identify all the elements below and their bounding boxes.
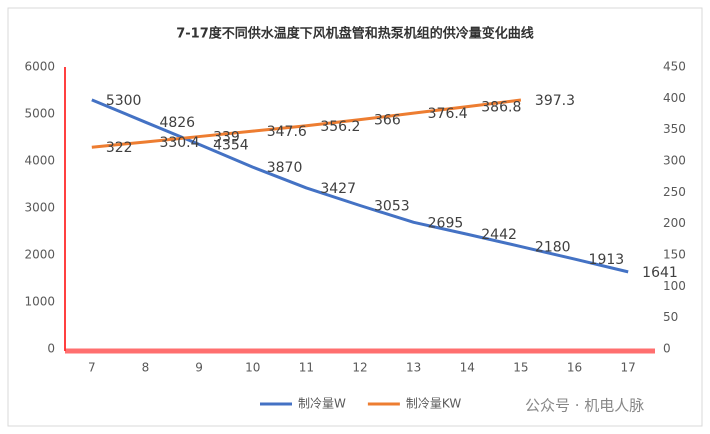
x-tick-label: 8 xyxy=(142,361,150,375)
data-label: 2442 xyxy=(481,227,517,243)
y-tick-label: 6000 xyxy=(24,60,55,74)
y-tick-label: 5000 xyxy=(24,107,55,121)
y2-tick-label: 250 xyxy=(663,185,686,199)
x-tick-label: 10 xyxy=(245,361,260,375)
y2-tick-label: 400 xyxy=(663,91,686,105)
data-label: 5300 xyxy=(106,93,142,109)
x-tick-label: 9 xyxy=(195,361,203,375)
data-label: 376.4 xyxy=(428,106,468,122)
data-label: 339 xyxy=(213,130,240,146)
y-tick-label: 4000 xyxy=(24,154,55,168)
legend-label: 制冷量KW xyxy=(406,397,461,411)
data-label: 322 xyxy=(106,140,133,156)
x-tick-label: 12 xyxy=(352,361,367,375)
data-label: 4354 xyxy=(213,137,249,153)
x-tick-label: 16 xyxy=(567,361,582,375)
x-tick-label: 7 xyxy=(88,361,96,375)
data-label: 3053 xyxy=(374,199,410,215)
y-tick-label: 0 xyxy=(47,342,55,356)
chart-title: 7-17度不同供水温度下风机盘管和热泵机组的供冷量变化曲线 xyxy=(176,26,534,42)
y-tick-label: 2000 xyxy=(24,248,55,262)
y2-tick-label: 450 xyxy=(663,60,686,74)
y2-tick-label: 150 xyxy=(663,248,686,262)
data-label: 2695 xyxy=(428,215,464,231)
y2-tick-label: 0 xyxy=(663,342,671,356)
data-label: 330.4 xyxy=(159,135,199,151)
data-label: 4826 xyxy=(159,115,195,131)
y2-tick-label: 100 xyxy=(663,279,686,293)
data-label: 2180 xyxy=(535,240,571,256)
x-tick-label: 11 xyxy=(299,361,314,375)
data-label: 1641 xyxy=(642,265,678,281)
y2-tick-label: 300 xyxy=(663,154,686,168)
x-tick-label: 13 xyxy=(406,361,421,375)
data-label: 386.8 xyxy=(481,100,521,116)
y2-tick-label: 50 xyxy=(663,310,678,324)
data-label: 3427 xyxy=(320,181,356,197)
chart-frame xyxy=(7,7,703,427)
data-label: 366 xyxy=(374,113,401,129)
x-tick-label: 15 xyxy=(513,361,528,375)
data-label: 356.2 xyxy=(320,119,360,135)
data-label: 1913 xyxy=(589,252,625,268)
series-line xyxy=(91,98,522,149)
y2-tick-label: 350 xyxy=(663,122,686,136)
data-label: 397.3 xyxy=(535,93,575,109)
legend-label: 制冷量W xyxy=(298,397,346,411)
y-tick-label: 3000 xyxy=(24,201,55,215)
data-label: 3870 xyxy=(267,160,303,176)
x-tick-label: 17 xyxy=(621,361,636,375)
watermark: 公众号 · 机电人脉 xyxy=(525,397,644,415)
y-tick-label: 1000 xyxy=(24,295,55,309)
data-label: 347.6 xyxy=(267,124,307,140)
x-tick-label: 14 xyxy=(460,361,475,375)
y2-tick-label: 200 xyxy=(663,216,686,230)
